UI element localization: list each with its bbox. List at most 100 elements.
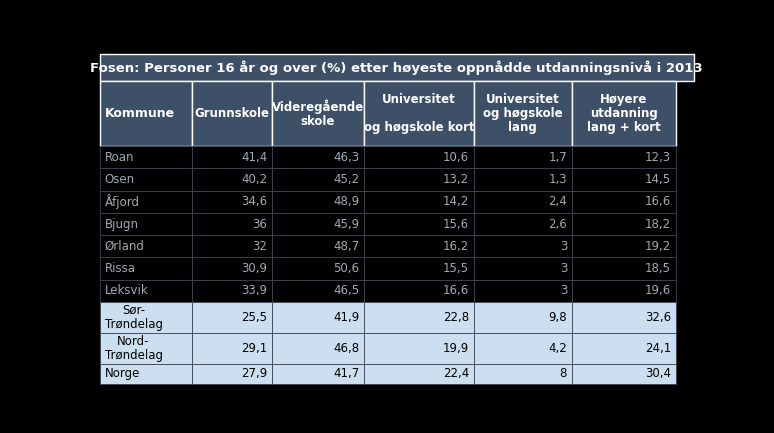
Bar [272, 213, 364, 235]
Text: 1,3: 1,3 [549, 173, 567, 186]
Bar [364, 168, 474, 191]
Bar [192, 235, 272, 257]
Bar [364, 302, 474, 333]
Bar [364, 333, 474, 364]
Text: 14,5: 14,5 [645, 173, 671, 186]
Text: 32,6: 32,6 [645, 311, 671, 324]
Text: 36: 36 [252, 217, 267, 230]
Text: Ørland: Ørland [104, 240, 145, 253]
Text: 15,5: 15,5 [443, 262, 469, 275]
Text: 1,7: 1,7 [548, 151, 567, 164]
Text: 33,9: 33,9 [241, 284, 267, 297]
Bar [364, 146, 474, 168]
Text: Grunnskole: Grunnskole [194, 107, 269, 120]
Bar [364, 280, 474, 302]
Bar [474, 302, 572, 333]
Bar [192, 280, 272, 302]
Bar [364, 213, 474, 235]
Bar [100, 280, 192, 302]
Text: Universitet

og høgskole kort: Universitet og høgskole kort [364, 94, 474, 134]
Bar [474, 81, 572, 146]
Text: 27,9: 27,9 [241, 367, 267, 380]
Bar [192, 257, 272, 280]
Bar [100, 168, 192, 191]
Text: 19,9: 19,9 [443, 342, 469, 355]
Text: 8: 8 [560, 367, 567, 380]
Bar [572, 146, 676, 168]
Text: 18,5: 18,5 [645, 262, 671, 275]
Text: 19,6: 19,6 [645, 284, 671, 297]
Bar [100, 213, 192, 235]
Text: 10,6: 10,6 [443, 151, 469, 164]
Bar [572, 235, 676, 257]
Text: 4,2: 4,2 [548, 342, 567, 355]
Text: 45,9: 45,9 [333, 217, 359, 230]
Bar [272, 333, 364, 364]
Text: Sør-
Trøndelag: Sør- Trøndelag [104, 304, 163, 331]
Bar [100, 364, 192, 384]
Text: 16,6: 16,6 [645, 195, 671, 208]
Bar [272, 235, 364, 257]
Text: Kommune: Kommune [104, 107, 175, 120]
Text: 46,3: 46,3 [333, 151, 359, 164]
Bar [572, 364, 676, 384]
Bar [474, 333, 572, 364]
Bar [572, 257, 676, 280]
Bar [192, 168, 272, 191]
Text: Videregående
skole: Videregående skole [272, 100, 364, 128]
Bar [572, 81, 676, 146]
Text: Bjugn: Bjugn [104, 217, 139, 230]
Bar [100, 257, 192, 280]
Text: 3: 3 [560, 284, 567, 297]
Bar [272, 146, 364, 168]
Bar [364, 364, 474, 384]
Bar [100, 235, 192, 257]
Text: 48,9: 48,9 [333, 195, 359, 208]
Text: 45,2: 45,2 [333, 173, 359, 186]
Bar [364, 191, 474, 213]
Bar [272, 168, 364, 191]
Text: 32: 32 [252, 240, 267, 253]
Bar [364, 235, 474, 257]
Text: 48,7: 48,7 [333, 240, 359, 253]
Bar [474, 235, 572, 257]
Bar [364, 81, 474, 146]
Text: 50,6: 50,6 [334, 262, 359, 275]
Text: 46,8: 46,8 [333, 342, 359, 355]
Bar [100, 302, 192, 333]
Bar [100, 333, 192, 364]
Bar [364, 257, 474, 280]
Bar [272, 364, 364, 384]
Text: Åfjord: Åfjord [104, 194, 139, 209]
Bar [572, 168, 676, 191]
Bar [272, 280, 364, 302]
Bar [192, 146, 272, 168]
Bar [192, 191, 272, 213]
Text: 22,8: 22,8 [443, 311, 469, 324]
Text: 16,6: 16,6 [443, 284, 469, 297]
Text: 18,2: 18,2 [645, 217, 671, 230]
Bar [572, 333, 676, 364]
Text: Rissa: Rissa [104, 262, 135, 275]
Bar [272, 257, 364, 280]
Bar [474, 257, 572, 280]
Bar [474, 364, 572, 384]
Bar [100, 191, 192, 213]
Bar [474, 146, 572, 168]
Text: 9,8: 9,8 [549, 311, 567, 324]
Bar [100, 54, 694, 81]
Text: 41,9: 41,9 [333, 311, 359, 324]
Text: 46,5: 46,5 [333, 284, 359, 297]
Text: 34,6: 34,6 [241, 195, 267, 208]
Text: 3: 3 [560, 240, 567, 253]
Text: 15,6: 15,6 [443, 217, 469, 230]
Text: Osen: Osen [104, 173, 135, 186]
Bar [474, 191, 572, 213]
Text: 22,4: 22,4 [443, 367, 469, 380]
Text: 14,2: 14,2 [443, 195, 469, 208]
Text: Roan: Roan [104, 151, 134, 164]
Text: 13,2: 13,2 [443, 173, 469, 186]
Bar [272, 302, 364, 333]
Text: 2,6: 2,6 [548, 217, 567, 230]
Bar [192, 302, 272, 333]
